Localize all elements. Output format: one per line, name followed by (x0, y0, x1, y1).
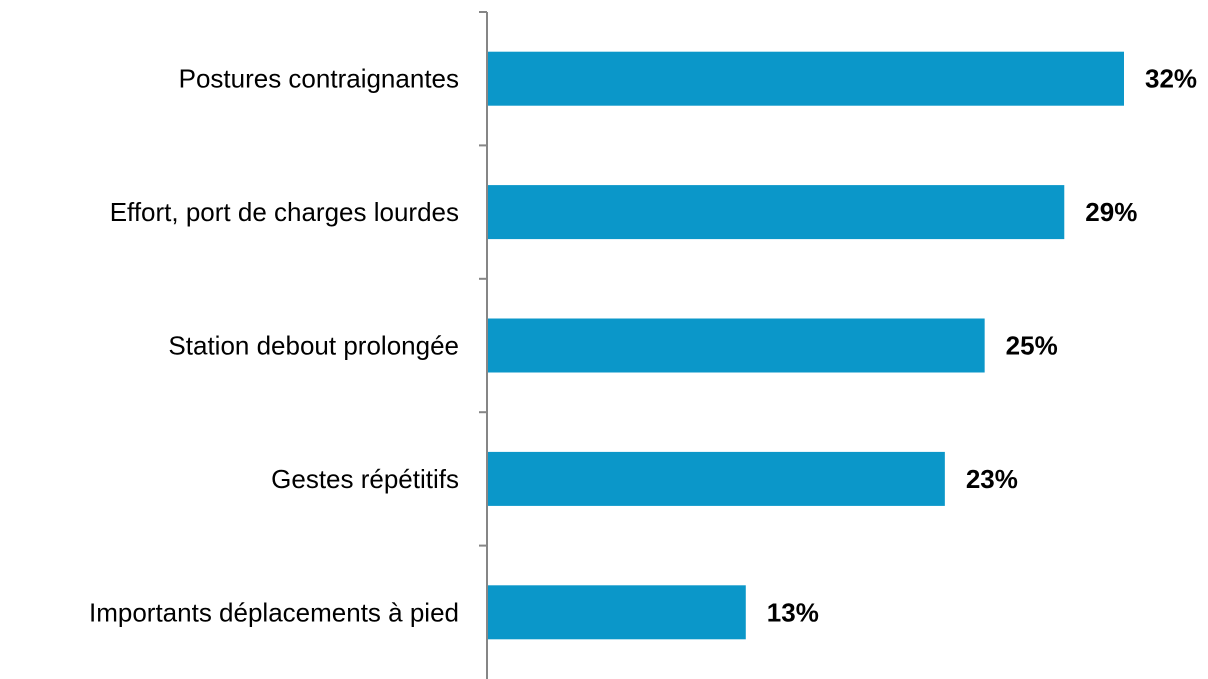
bar (488, 451, 945, 506)
bars-group (488, 51, 1124, 640)
value-label: 23% (966, 464, 1018, 494)
value-label: 32% (1145, 64, 1197, 94)
value-label: 29% (1085, 197, 1137, 227)
category-label: Importants déplacements à pied (89, 597, 459, 627)
category-label: Station debout prolongée (168, 331, 459, 361)
category-label: Postures contraignantes (179, 64, 459, 94)
category-labels-group: Postures contraignantes Effort, port de c… (89, 64, 459, 628)
bar (488, 318, 985, 373)
value-labels-group: 32% 29% 25% 23% 13% (767, 64, 1197, 628)
value-label: 25% (1006, 331, 1058, 361)
bar (488, 585, 746, 640)
category-label: Gestes répétitifs (271, 464, 459, 494)
category-label: Effort, port de charges lourdes (110, 197, 459, 227)
bar (488, 185, 1065, 240)
value-label: 13% (767, 597, 819, 627)
category-axis (479, 11, 488, 679)
bar (488, 51, 1124, 106)
